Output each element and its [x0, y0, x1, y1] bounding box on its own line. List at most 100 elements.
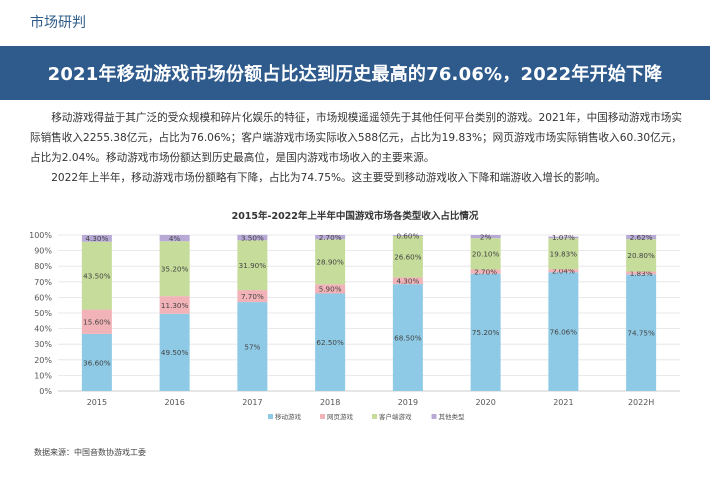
bar-segment [626, 274, 657, 391]
data-label: 74.75% [627, 328, 655, 337]
bar-segment [392, 284, 423, 391]
y-tick-label: 60% [34, 293, 52, 302]
data-label: 3.50% [241, 233, 264, 242]
bar-segment [81, 309, 112, 334]
legend-swatch [320, 414, 325, 419]
x-tick-label: 2016 [164, 398, 184, 407]
y-tick-label: 10% [34, 371, 52, 380]
data-label: 2.70% [319, 233, 342, 242]
legend-label: 其他类型 [439, 412, 466, 421]
bar-segment [548, 269, 579, 273]
y-tick-label: 50% [34, 309, 52, 318]
legend-label: 客户端游戏 [379, 412, 412, 421]
y-axis: 0% 10% 20% 30% 40% 50% 60% 70% 80% 90% 100% [29, 231, 52, 396]
data-label: 1.07% [552, 233, 575, 242]
data-label: 35.20% [161, 264, 189, 273]
y-tick-label: 30% [34, 340, 52, 349]
bar-segment [626, 271, 657, 275]
legend-swatch [431, 414, 437, 419]
bar-segment [548, 238, 579, 270]
x-tick-label: 2018 [320, 398, 340, 407]
body-text: 移动游戏得益于其广泛的受众规模和碎片化娱乐的特征，市场规模遥遥领先于其他任何平台… [30, 108, 682, 188]
data-label: 5.90% [319, 285, 342, 294]
bar-segment [392, 235, 423, 278]
paragraph-2: 2022年上半年，移动游戏市场份额略有下降，占比为74.75%。这主要受到移动游… [51, 172, 606, 184]
data-label: 15.60% [83, 318, 111, 327]
bar-segment [548, 236, 579, 239]
bar-segment [392, 277, 423, 285]
data-label: 4.30% [396, 277, 419, 286]
bar-segment [626, 235, 657, 240]
data-label: 2.70% [474, 267, 497, 276]
y-tick-label: 40% [34, 325, 52, 334]
bar-segment [470, 235, 501, 239]
data-label: 62.50% [316, 338, 344, 347]
data-label: 19.83% [550, 249, 578, 258]
bar-segment [159, 296, 190, 314]
data-label: 2% [480, 232, 492, 241]
bar-segment [81, 235, 112, 242]
bar-segment [548, 272, 579, 391]
bar-segment [470, 238, 501, 270]
data-label: 76.06% [550, 327, 578, 336]
y-tick-label: 70% [34, 278, 52, 287]
data-label: 68.50% [394, 333, 422, 342]
bar-segment [81, 333, 112, 391]
x-axis: 2015 2016 2017 2018 2019 2020 2021 2022H [87, 398, 655, 407]
bar-segment [315, 239, 346, 285]
data-label: 20.10% [472, 250, 500, 259]
x-tick-label: 2020 [475, 398, 495, 407]
data-label: 36.60% [83, 358, 111, 367]
bar-segment [237, 302, 268, 391]
grid [58, 234, 680, 392]
data-label: 28.90% [316, 258, 344, 267]
chart-title: 2015年-2022年上半年中国游戏市场各类型收入占比情况 [232, 210, 479, 222]
y-tick-label: 90% [34, 247, 52, 256]
stacked-bar-chart: 2015年-2022年上半年中国游戏市场各类型收入占比情况 0% 10% 20% 30… [29, 210, 680, 421]
page-title: 2021年移动游戏市场份额占比达到历史最高的76.06%，2022年开始下降 [47, 64, 663, 85]
bar-segment [315, 293, 346, 391]
bar-segment [237, 290, 268, 303]
section-label: 市场研判 [30, 15, 86, 31]
bar-segment [392, 235, 423, 236]
bar-segment [81, 241, 112, 310]
x-tick-label: 2021 [553, 398, 573, 407]
legend-swatch [372, 414, 377, 419]
bar-segment [159, 241, 190, 297]
data-label: 0.60% [396, 231, 419, 240]
data-label: 49.50% [161, 348, 189, 357]
x-tick-label: 2017 [242, 398, 262, 407]
bars: 36.60% 15.60% 43.50% 4.30% 49.50% 11.30% 35.20… [81, 231, 657, 391]
bar-segment [237, 234, 268, 241]
legend-swatch [268, 414, 273, 419]
x-tick-label: 2015 [87, 398, 107, 407]
data-label: 20.80% [627, 251, 655, 260]
y-tick-label: 80% [34, 262, 52, 271]
data-label: 31.90% [239, 261, 267, 270]
legend-label: 移动游戏 [275, 412, 302, 421]
paragraph-1: 移动游戏得益于其广泛的受众规模和碎片化娱乐的特征，市场规模遥遥领先于其他任何平台… [30, 112, 682, 164]
data-label: 7.70% [241, 292, 264, 301]
data-label: 11.30% [161, 301, 189, 310]
title-banner: 2021年移动游戏市场份额占比达到历史最高的76.06%，2022年开始下降 [0, 46, 710, 100]
y-tick-label: 100% [29, 231, 52, 240]
data-label: 2.04% [552, 267, 575, 276]
data-label: 75.20% [472, 328, 500, 337]
data-label: 4.30% [85, 234, 108, 243]
x-tick-label: 2022H [628, 398, 654, 407]
data-label: 57% [244, 342, 260, 351]
bar-segment [626, 239, 657, 272]
bar-segment [159, 235, 190, 242]
bar-segment [470, 273, 501, 391]
y-tick-label: 0% [39, 387, 52, 396]
data-label: 43.50% [83, 271, 111, 280]
data-label: 2.62% [630, 233, 653, 242]
bar-segment [237, 240, 268, 291]
legend-label: 网页游戏 [327, 412, 354, 421]
data-label: 1.83% [630, 269, 653, 278]
x-tick-label: 2019 [398, 398, 418, 407]
data-label: 4% [169, 234, 181, 243]
bar-segment [159, 313, 190, 391]
bar-segment [315, 235, 346, 240]
y-tick-label: 20% [34, 356, 52, 365]
